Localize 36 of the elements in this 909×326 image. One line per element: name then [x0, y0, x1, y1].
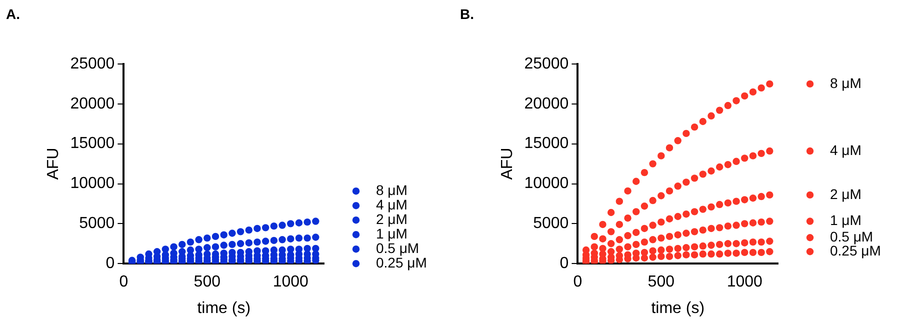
legend-label: 0.25 μM — [376, 254, 427, 270]
x-tick-label: 1000 — [726, 274, 763, 291]
x-axis-title: time (s) — [197, 300, 251, 317]
y-tick-label: 15000 — [524, 135, 569, 152]
legend-label: 1 μM — [830, 212, 862, 228]
x-tick-label: 500 — [194, 274, 221, 291]
legend-label: 8 μM — [830, 74, 862, 91]
y-tick-label: 15000 — [70, 135, 115, 152]
x-tick-label: 500 — [648, 274, 675, 291]
legend-label: 4 μM — [376, 196, 408, 212]
y-tick-label: 10000 — [70, 175, 115, 192]
legend-label: 8 μM — [376, 182, 408, 198]
y-tick-label: 25000 — [524, 55, 569, 72]
x-tick-label: 0 — [573, 274, 582, 291]
y-tick-label: 10000 — [524, 175, 569, 192]
legend-label: 0.5 μM — [376, 240, 420, 256]
y-tick-label: 0 — [560, 255, 569, 272]
y-tick-label: 20000 — [70, 95, 115, 112]
legend-label: 0.5 μM — [830, 228, 874, 244]
y-tick-label: 0 — [106, 255, 115, 272]
legend-label: 2 μM — [830, 186, 862, 202]
x-tick-label: 1000 — [272, 274, 309, 291]
legend-label: 4 μM — [830, 142, 862, 158]
y-axis-title: AFU — [45, 148, 62, 180]
legend-label: 0.25 μM — [830, 242, 881, 258]
x-axis-title: time (s) — [651, 300, 705, 317]
text: A. — [6, 6, 20, 22]
y-tick-label: 5000 — [79, 215, 115, 232]
x-tick-label: 0 — [119, 274, 128, 291]
y-tick-label: 5000 — [533, 215, 569, 232]
text: B. — [460, 6, 474, 22]
legend-label: 1 μM — [376, 225, 408, 242]
legend-label: 2 μM — [376, 210, 408, 227]
y-axis-title: AFU — [499, 148, 516, 180]
y-tick-label: 25000 — [70, 55, 115, 72]
y-tick-label: 20000 — [524, 95, 569, 112]
